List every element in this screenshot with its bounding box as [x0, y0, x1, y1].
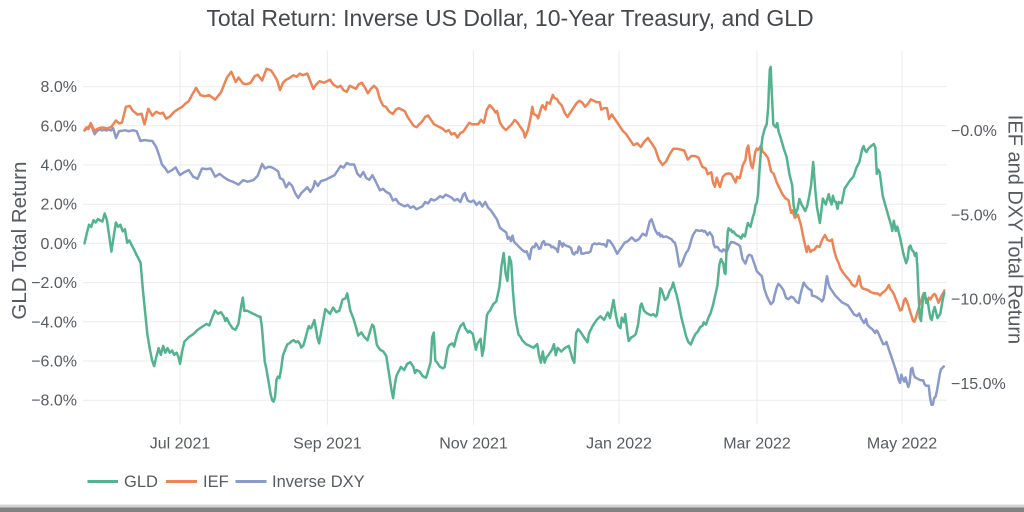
svg-text:GLD Total Return: GLD Total Return [8, 162, 31, 320]
svg-text:−5.0%: −5.0% [951, 207, 997, 224]
svg-text:0.0%: 0.0% [41, 236, 77, 253]
svg-text:2.0%: 2.0% [41, 197, 77, 214]
svg-text:Jan 2022: Jan 2022 [586, 436, 652, 453]
svg-text:8.0%: 8.0% [41, 79, 77, 96]
svg-text:−0.0%: −0.0% [951, 123, 997, 140]
svg-text:Inverse DXY: Inverse DXY [272, 473, 365, 491]
svg-text:IEF: IEF [203, 473, 229, 491]
svg-text:Jul 2021: Jul 2021 [150, 436, 211, 453]
svg-text:Sep 2021: Sep 2021 [293, 436, 362, 453]
svg-text:GLD: GLD [124, 473, 158, 491]
svg-text:−15.0%: −15.0% [951, 376, 1006, 393]
svg-text:Total Return: Inverse US Dolla: Total Return: Inverse US Dollar, 10-Year… [206, 5, 813, 31]
svg-text:−4.0%: −4.0% [31, 314, 77, 331]
svg-text:−8.0%: −8.0% [31, 393, 77, 410]
svg-text:Nov 2021: Nov 2021 [439, 436, 508, 453]
svg-text:May 2022: May 2022 [867, 436, 937, 453]
svg-text:4.0%: 4.0% [41, 158, 77, 175]
svg-text:IEF and DXY Total Return: IEF and DXY Total Return [1004, 115, 1024, 344]
svg-text:Mar 2022: Mar 2022 [723, 436, 791, 453]
svg-text:−2.0%: −2.0% [31, 275, 77, 292]
svg-text:6.0%: 6.0% [41, 118, 77, 135]
svg-text:−10.0%: −10.0% [951, 292, 1006, 309]
svg-text:−6.0%: −6.0% [31, 354, 77, 371]
